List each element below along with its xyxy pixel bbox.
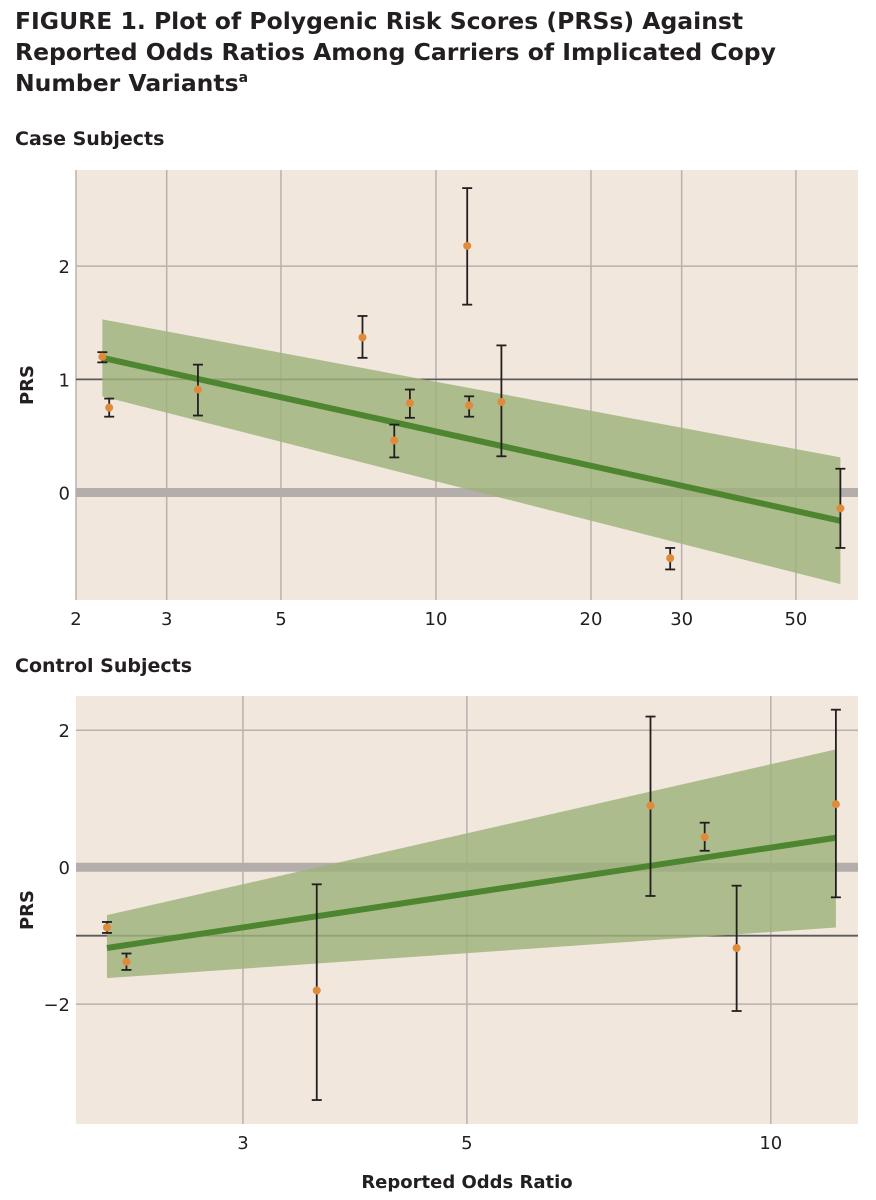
case-x-tick-label: 30 xyxy=(670,609,693,630)
control-data-point xyxy=(646,801,655,810)
case-data-point-group xyxy=(404,388,415,419)
case-data-point-group xyxy=(464,395,475,418)
case-x-tick-label: 10 xyxy=(425,609,448,630)
figure-title-text: FIGURE 1. Plot of Polygenic Risk Scores … xyxy=(15,7,776,97)
control-subjects-chart: 3 5 10 −2 0 2 PRS Reported Odds Ratio xyxy=(17,696,858,1193)
figure-title-footnote-marker: a xyxy=(238,70,249,86)
case-subjects-chart: 2 3 5 10 20 30 50 0 1 2 PRS xyxy=(17,170,858,630)
case-fit-line xyxy=(101,354,842,524)
case-data-point-group xyxy=(97,351,108,364)
control-data-point xyxy=(700,833,709,842)
case-data-point xyxy=(390,436,399,445)
control-y-axis-label: PRS xyxy=(17,890,38,930)
control-y-tick-label: −2 xyxy=(43,995,70,1016)
case-data-point-group xyxy=(835,467,846,549)
control-x-tick-label: 5 xyxy=(461,1133,472,1154)
figure-title: FIGURE 1. Plot of Polygenic Risk Scores … xyxy=(15,6,865,99)
case-data-point xyxy=(836,504,845,513)
case-data-point-group xyxy=(665,547,676,571)
control-data-point xyxy=(732,944,741,953)
control-fit-line xyxy=(106,834,837,951)
control-x-axis-label: Reported Odds Ratio xyxy=(361,1172,572,1193)
case-data-point xyxy=(98,352,107,361)
control-x-tick-label: 10 xyxy=(759,1133,782,1154)
control-x-tick-label: 3 xyxy=(237,1133,248,1154)
control-y-tick-label: 2 xyxy=(59,721,70,742)
case-panel-title: Case Subjects xyxy=(15,128,165,150)
control-data-point-group xyxy=(830,708,841,899)
case-data-point-group xyxy=(496,344,507,458)
control-data-point xyxy=(831,800,840,809)
control-data-point xyxy=(122,957,131,966)
control-data-point-group xyxy=(101,921,112,934)
control-data-point xyxy=(102,923,111,932)
control-y-tick-label: 0 xyxy=(59,858,70,879)
case-data-point-group xyxy=(389,423,400,459)
control-data-point-group xyxy=(645,715,656,897)
case-data-point-group xyxy=(104,397,115,418)
control-panel-title: Control Subjects xyxy=(15,655,193,677)
case-x-tick-label: 2 xyxy=(70,609,81,630)
case-y-tick-label: 1 xyxy=(59,370,70,391)
case-data-point-group xyxy=(192,363,203,417)
control-data-point-group xyxy=(731,884,742,1012)
case-data-point xyxy=(105,403,114,412)
case-x-tick-label: 20 xyxy=(580,609,603,630)
case-data-point-group xyxy=(462,187,473,306)
case-data-point-group xyxy=(357,315,368,359)
case-data-point xyxy=(465,401,474,410)
case-data-point xyxy=(358,333,367,342)
control-data-point-group xyxy=(311,883,322,1101)
case-y-axis-label: PRS xyxy=(17,365,38,405)
case-data-point xyxy=(666,554,675,563)
control-data-point xyxy=(312,986,321,995)
case-y-tick-label: 2 xyxy=(59,257,70,278)
case-data-point xyxy=(497,397,506,406)
case-confidence-band xyxy=(102,319,841,585)
case-x-tick-label: 50 xyxy=(784,609,807,630)
control-data-point-group xyxy=(699,821,710,852)
case-data-point xyxy=(193,385,202,394)
case-x-tick-label: 5 xyxy=(275,609,286,630)
case-data-point xyxy=(405,399,414,408)
case-x-tick-label: 3 xyxy=(161,609,172,630)
case-y-tick-label: 0 xyxy=(59,484,70,505)
case-data-point xyxy=(463,241,472,250)
control-data-point-group xyxy=(121,952,132,971)
